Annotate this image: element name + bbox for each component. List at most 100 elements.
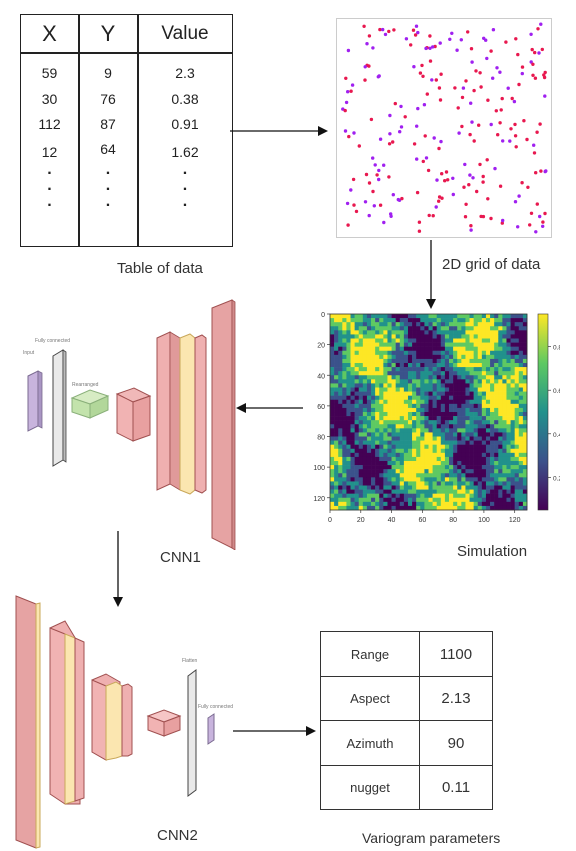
simulation-cell bbox=[420, 444, 425, 450]
simulation-cell bbox=[481, 338, 487, 343]
simulation-cell bbox=[399, 412, 405, 417]
scatter-point bbox=[369, 117, 374, 122]
simulation-cell bbox=[350, 330, 355, 335]
simulation-cell bbox=[407, 440, 413, 445]
simulation-cell bbox=[412, 436, 417, 441]
simulation-cell bbox=[412, 424, 417, 429]
simulation-cell bbox=[350, 465, 355, 470]
simulation-cell bbox=[485, 358, 491, 364]
simulation-cell bbox=[522, 375, 528, 380]
simulation-cell bbox=[465, 489, 470, 494]
simulation-cell bbox=[334, 403, 339, 409]
simulation-cell bbox=[424, 338, 429, 343]
simulation-cell bbox=[469, 354, 474, 360]
simulation-cell bbox=[379, 403, 384, 409]
simulation-cell bbox=[432, 342, 437, 347]
simulation-cell bbox=[465, 424, 470, 429]
simulation-cell bbox=[383, 354, 388, 360]
simulation-cell bbox=[399, 403, 405, 409]
scatter-point bbox=[513, 134, 518, 138]
simulation-cell bbox=[432, 363, 437, 368]
simulation-cell bbox=[469, 440, 474, 445]
simulation-cell bbox=[383, 501, 388, 507]
simulation-cell bbox=[440, 420, 446, 425]
simulation-cell bbox=[461, 326, 466, 331]
simulation-cell bbox=[518, 448, 524, 454]
simulation-cell bbox=[350, 497, 355, 503]
simulation-cell bbox=[424, 505, 429, 511]
simulation-cell bbox=[502, 363, 507, 368]
simulation-cell bbox=[403, 448, 409, 454]
simulation-cell bbox=[477, 346, 483, 352]
simulation-cell bbox=[473, 436, 479, 441]
simulation-cell bbox=[358, 334, 364, 339]
simulation-cell bbox=[506, 391, 511, 396]
simulation-cell bbox=[330, 338, 335, 343]
simulation-cell bbox=[469, 432, 474, 437]
simulation-cell bbox=[469, 342, 474, 347]
simulation-cell bbox=[416, 412, 421, 417]
simulation-cell bbox=[453, 485, 458, 490]
simulation-cell bbox=[395, 432, 401, 437]
simulation-cell bbox=[485, 485, 491, 490]
simulation-frame bbox=[329, 313, 528, 511]
cnn1-conv-layer bbox=[194, 334, 207, 494]
simulation-cell bbox=[477, 342, 483, 347]
simulation-cell bbox=[330, 342, 335, 347]
simulation-cell bbox=[473, 465, 479, 470]
simulation-cell bbox=[383, 330, 388, 335]
simulation-cell bbox=[391, 395, 396, 401]
simulation-cell bbox=[436, 314, 442, 319]
scatter-point bbox=[498, 184, 503, 188]
simulation-cell bbox=[457, 436, 462, 441]
scatter-point bbox=[352, 203, 356, 207]
simulation-cell bbox=[420, 375, 425, 380]
simulation-cell bbox=[371, 444, 376, 450]
cnn2-conv-layer bbox=[121, 683, 133, 757]
simulation-cell bbox=[338, 342, 343, 347]
simulation-cell bbox=[440, 383, 446, 388]
simulation-cell bbox=[461, 375, 466, 380]
simulation-cell bbox=[416, 379, 421, 384]
simulation-cell bbox=[354, 420, 360, 425]
simulation-cell bbox=[399, 322, 405, 327]
simulation-cell bbox=[416, 432, 421, 437]
simulation-cell bbox=[518, 456, 524, 462]
simulation-cell bbox=[399, 456, 405, 462]
simulation-cell bbox=[432, 318, 437, 323]
simulation-cell bbox=[342, 448, 347, 454]
scatter-point bbox=[517, 82, 521, 87]
simulation-cell bbox=[428, 387, 433, 392]
simulation-cell bbox=[428, 428, 433, 433]
x-tick-label: 40 bbox=[388, 517, 396, 524]
simulation-cell bbox=[391, 493, 396, 499]
simulation-cell bbox=[469, 318, 474, 323]
simulation-cell bbox=[379, 497, 384, 503]
simulation-cell bbox=[481, 424, 487, 429]
simulation-cell bbox=[457, 375, 462, 380]
scatter-point bbox=[526, 185, 530, 189]
simulation-cell bbox=[514, 412, 520, 417]
variogram-parameters-label: Variogram parameters bbox=[362, 830, 501, 846]
table-ellipsis: . bbox=[47, 193, 52, 210]
simulation-cell bbox=[440, 473, 446, 478]
simulation-cell bbox=[424, 322, 429, 327]
simulation-cell bbox=[383, 420, 388, 425]
simulation-cell bbox=[338, 387, 343, 392]
simulation-cell bbox=[383, 493, 388, 499]
simulation-cell bbox=[498, 501, 503, 507]
simulation-cell bbox=[518, 473, 524, 478]
simulation-cell bbox=[334, 501, 339, 507]
simulation-cell bbox=[481, 395, 487, 401]
simulation-cell bbox=[412, 420, 417, 425]
simulation-cell bbox=[387, 493, 392, 499]
simulation-cell bbox=[416, 363, 421, 368]
simulation-cell bbox=[514, 501, 520, 507]
simulation-cell bbox=[518, 497, 524, 503]
simulation-cell bbox=[461, 395, 466, 401]
simulation-cell bbox=[465, 379, 470, 384]
simulation-cell bbox=[375, 358, 380, 364]
simulation-cell bbox=[342, 481, 347, 486]
simulation-cell bbox=[506, 440, 511, 445]
simulation-cell bbox=[510, 375, 515, 380]
